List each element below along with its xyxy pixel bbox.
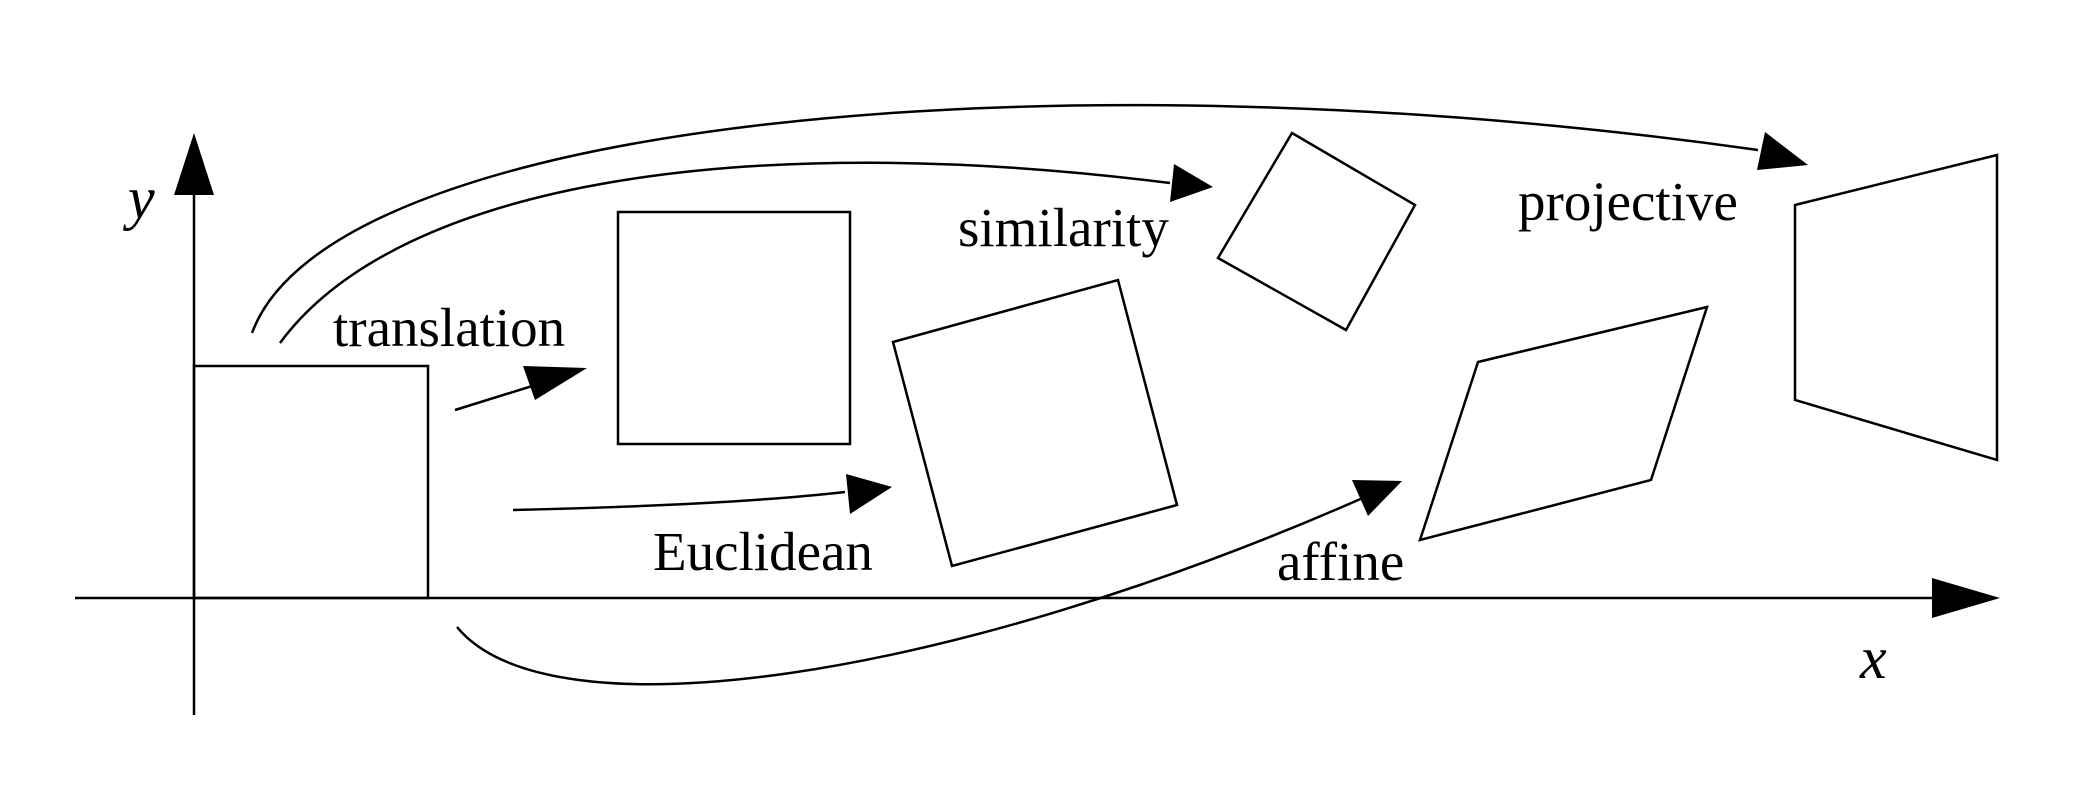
euclidean-arrowhead [846, 474, 892, 514]
euclidean-arrow [512, 490, 846, 512]
euclidean-group: Euclidean [512, 278, 1179, 582]
affine-label: affine [1277, 531, 1404, 592]
y-axis-label: y [122, 165, 155, 231]
similarity-arrowhead [1170, 164, 1213, 202]
affine-group: affine [456, 305, 1709, 686]
similarity-group: similarity [278, 131, 1417, 344]
similarity-square [1216, 131, 1417, 332]
translation-arrowhead [523, 366, 587, 400]
projective-arrowhead [1757, 132, 1808, 170]
similarity-arrow [278, 161, 1171, 344]
translation-label: translation [333, 297, 565, 358]
affine-arrow [456, 495, 1366, 686]
x-axis-arrowhead [1932, 578, 2000, 618]
projective-quad [1793, 153, 1999, 462]
affine-arrowhead [1352, 480, 1402, 516]
projective-group: projective [250, 103, 1999, 462]
x-axis-label: x [1859, 625, 1887, 691]
euclidean-square [891, 278, 1179, 568]
projective-label: projective [1518, 171, 1738, 232]
translated-square [616, 210, 852, 446]
translation-arrow [454, 380, 546, 412]
affine-parallelogram [1418, 305, 1709, 542]
projective-arrow [250, 103, 1759, 334]
euclidean-label: Euclidean [653, 521, 873, 582]
translation-group: translation [333, 210, 852, 446]
similarity-label: similarity [958, 197, 1169, 258]
y-axis-arrowhead [174, 133, 214, 195]
original-square [192, 364, 430, 600]
